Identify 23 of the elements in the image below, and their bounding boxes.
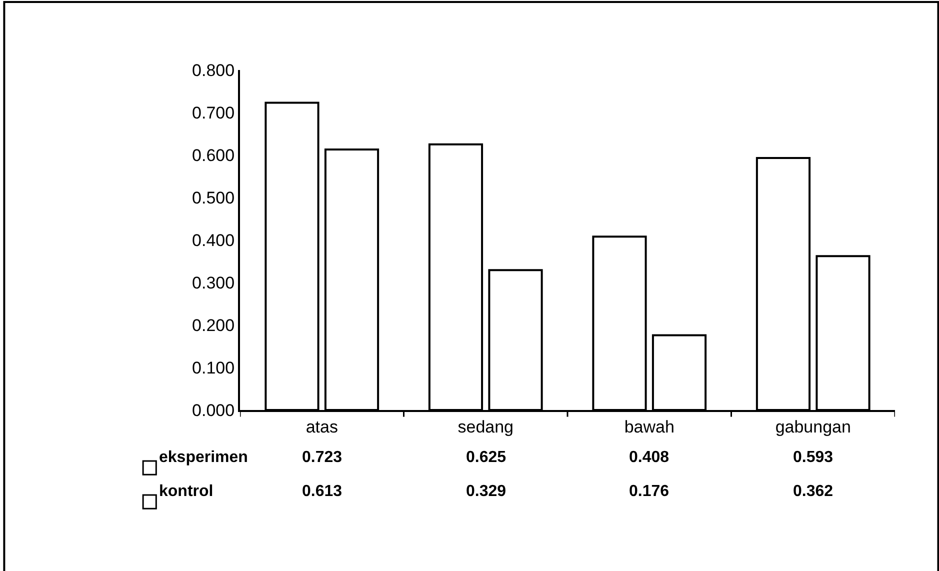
y-tick-label: 0.200 (192, 316, 235, 335)
y-tick-label: 0.800 (192, 60, 235, 80)
y-tick-label: 0.000 (192, 400, 235, 420)
y-tick-label: 0.600 (192, 146, 235, 165)
data-label: 0.723 (302, 449, 342, 466)
data-label: 0.176 (629, 483, 670, 500)
data-label: 0.625 (466, 449, 506, 466)
data-label: 0.408 (629, 449, 670, 466)
legend-label: eksperimen (159, 449, 248, 466)
y-tick-label: 0.300 (192, 273, 235, 292)
y-tick-label: 0.400 (192, 230, 235, 250)
x-tick-label: gabungan (775, 417, 851, 436)
legend-label: kontrol (159, 483, 214, 500)
y-tick-label: 0.100 (192, 358, 235, 378)
data-label: 0.329 (466, 483, 506, 500)
y-tick-label: 0.500 (192, 188, 235, 208)
x-tick-label: sedang (458, 417, 514, 436)
data-label: 0.613 (302, 483, 342, 500)
x-tick-label: bawah (624, 417, 674, 436)
y-tick-label: 0.700 (192, 103, 235, 122)
data-label: 0.593 (793, 449, 834, 466)
data-label: 0.362 (793, 483, 834, 500)
x-tick-label: atas (306, 417, 338, 436)
